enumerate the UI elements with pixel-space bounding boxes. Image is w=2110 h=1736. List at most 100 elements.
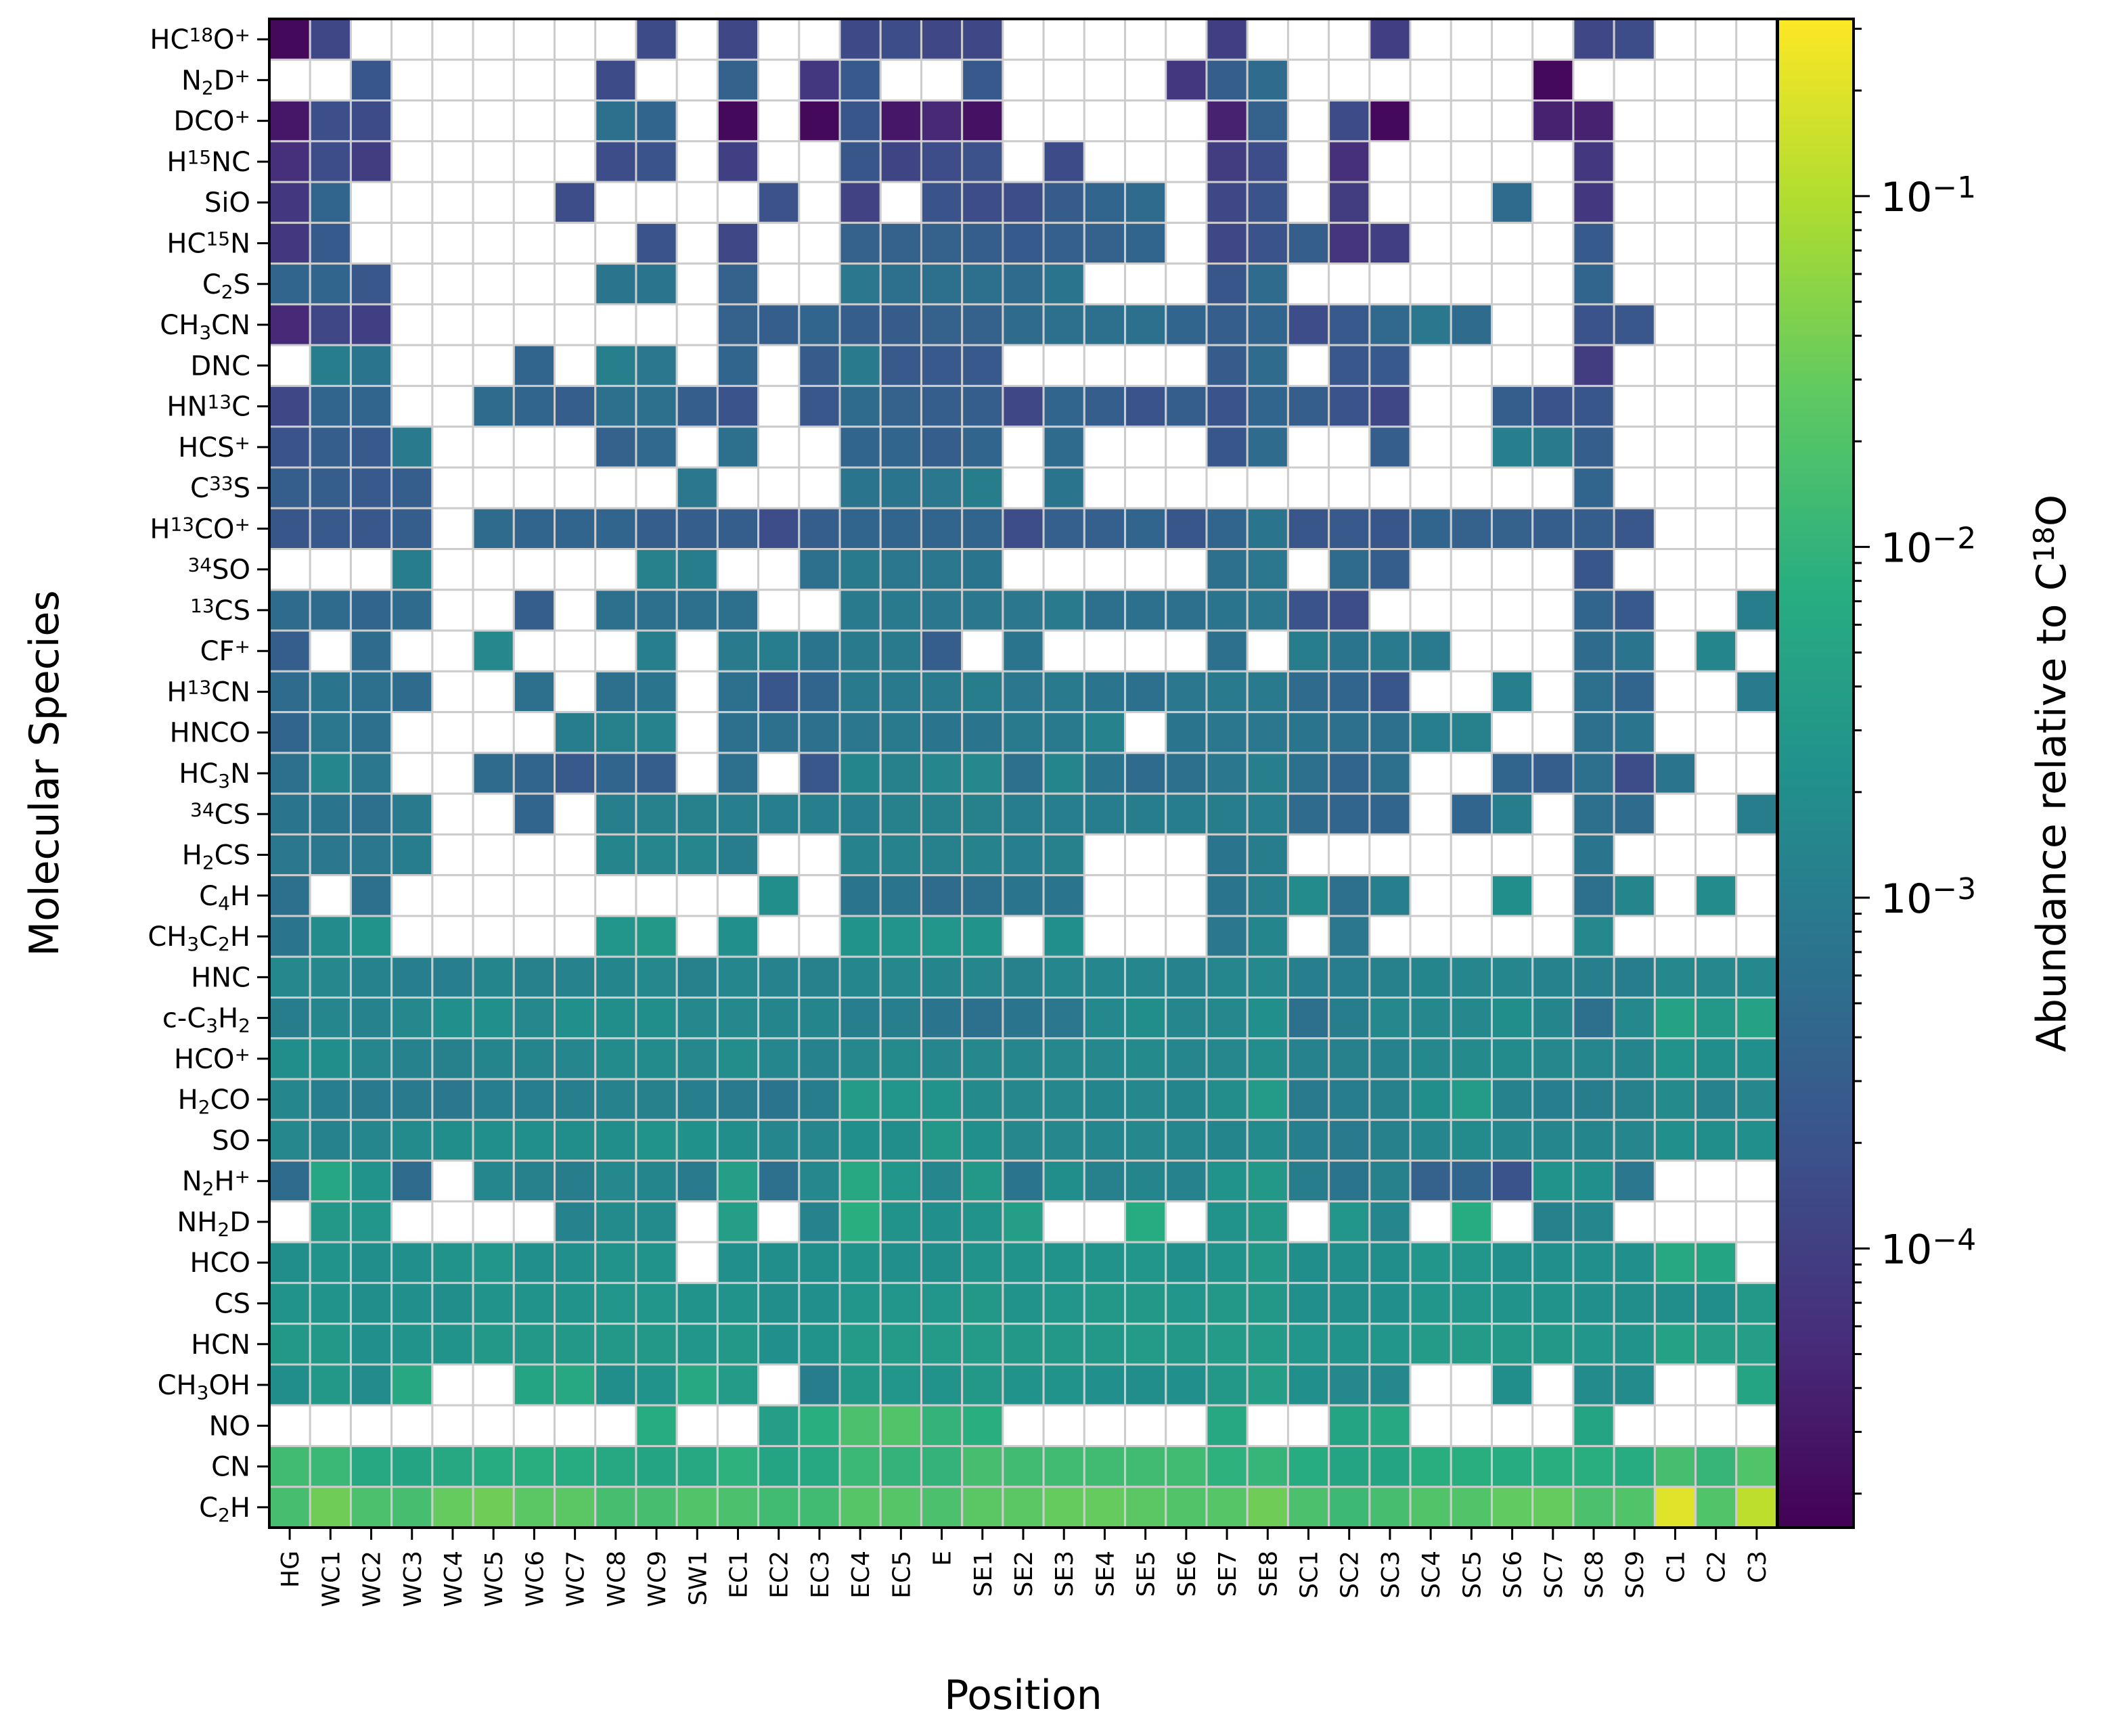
heatmap-cell <box>838 1444 882 1488</box>
heatmap-cell <box>757 384 801 428</box>
heatmap-cell <box>1735 1281 1778 1325</box>
heatmap-cell <box>1450 1281 1493 1325</box>
heatmap-cell <box>268 1160 311 1203</box>
heatmap-cell <box>594 833 637 877</box>
heatmap-cell <box>1450 833 1493 877</box>
heatmap-cell <box>1735 915 1778 958</box>
heatmap-cell <box>594 955 637 999</box>
heatmap-cell <box>390 1241 434 1284</box>
heatmap-cell <box>920 670 964 714</box>
heatmap-cell <box>594 384 637 428</box>
heatmap-cell <box>472 955 515 999</box>
heatmap-cell <box>798 181 841 224</box>
heatmap-cell <box>838 792 882 836</box>
heatmap-cell <box>1368 1241 1412 1284</box>
heatmap-cell <box>1653 303 1697 346</box>
heatmap-cell <box>554 589 597 632</box>
heatmap-cell <box>1653 996 1697 1040</box>
heatmap-cell <box>1735 1037 1778 1080</box>
heatmap-cell <box>757 1160 801 1203</box>
heatmap-cell <box>635 996 678 1040</box>
heatmap-cell <box>512 1200 556 1243</box>
heatmap-cell <box>431 1281 474 1325</box>
heatmap-cell <box>1042 221 1085 265</box>
heatmap-cell <box>1286 1160 1330 1203</box>
heatmap-cell <box>554 303 597 346</box>
heatmap-cell <box>349 18 393 61</box>
heatmap-cell <box>554 833 597 877</box>
heatmap-cell <box>1368 1363 1412 1407</box>
heatmap-cell <box>961 384 1004 428</box>
heatmap-cell <box>1409 955 1452 999</box>
heatmap-cell <box>1205 384 1249 428</box>
heatmap-cell <box>1165 1160 1208 1203</box>
heatmap-cell <box>1735 1118 1778 1162</box>
heatmap-cell <box>1450 955 1493 999</box>
heatmap-cell <box>1531 1078 1575 1121</box>
heatmap-cell <box>594 1241 637 1284</box>
heatmap-cell <box>512 426 556 469</box>
heatmap-cell <box>716 915 760 958</box>
heatmap-cell <box>390 792 434 836</box>
heatmap-cell <box>1368 344 1412 387</box>
y-tick-label: H2CO <box>178 1084 250 1118</box>
heatmap-cell <box>1490 1160 1534 1203</box>
heatmap-cell <box>961 1323 1004 1366</box>
heatmap-cell <box>798 1037 841 1080</box>
heatmap-cell <box>1246 1486 1289 1529</box>
heatmap-cell <box>838 915 882 958</box>
heatmap-cell <box>268 915 311 958</box>
heatmap-cell <box>1409 1118 1452 1162</box>
x-tick-label: SC9 <box>1621 1551 1649 1599</box>
heatmap-cell <box>431 1486 474 1529</box>
x-tick-label: SE5 <box>1133 1551 1161 1597</box>
heatmap-cell <box>1613 426 1656 469</box>
heatmap-cell <box>1002 426 1045 469</box>
heatmap-cell <box>1368 670 1412 714</box>
heatmap-cell <box>1124 629 1167 672</box>
heatmap-cell <box>1490 1404 1534 1447</box>
heatmap-cell <box>716 18 760 61</box>
heatmap-cell <box>757 1281 801 1325</box>
heatmap-cell <box>1368 915 1412 958</box>
heatmap-cell <box>1368 507 1412 551</box>
y-tick-label: HC15N <box>166 227 250 259</box>
heatmap-cell <box>1165 221 1208 265</box>
heatmap-cell <box>268 58 311 102</box>
heatmap-cell <box>798 99 841 143</box>
heatmap-cell <box>1165 1078 1208 1121</box>
heatmap-cell <box>268 99 311 143</box>
y-tick-label: H13CO+ <box>150 513 250 545</box>
heatmap-cell <box>1735 792 1778 836</box>
heatmap-cell <box>1409 915 1452 958</box>
heatmap-cell <box>879 344 922 387</box>
heatmap-cell <box>1368 466 1412 509</box>
heatmap-cell <box>920 752 964 795</box>
heatmap-cell <box>431 1444 474 1488</box>
heatmap-cell <box>472 140 515 183</box>
heatmap-cell <box>1205 221 1249 265</box>
heatmap-cell <box>1205 670 1249 714</box>
heatmap-cell <box>1653 1281 1697 1325</box>
heatmap-cell <box>1531 792 1575 836</box>
heatmap-cell <box>1286 1118 1330 1162</box>
heatmap-cell <box>1490 629 1534 672</box>
heatmap-cell <box>716 589 760 632</box>
heatmap-cell <box>1490 58 1534 102</box>
x-tick-label: SW1 <box>684 1551 712 1605</box>
heatmap-cell <box>798 752 841 795</box>
heatmap-cell <box>1368 955 1412 999</box>
heatmap-cell <box>1368 1404 1412 1447</box>
heatmap-cell <box>838 1037 882 1080</box>
heatmap-cell <box>1246 384 1289 428</box>
heatmap-cell <box>1735 303 1778 346</box>
heatmap-cell <box>1653 1118 1697 1162</box>
heatmap-cell <box>1409 426 1452 469</box>
heatmap-cell <box>1409 589 1452 632</box>
heatmap-cell <box>512 1404 556 1447</box>
heatmap-cell <box>961 181 1004 224</box>
y-tick-label: N2H+ <box>182 1166 250 1200</box>
heatmap-cell <box>309 221 352 265</box>
heatmap-cell <box>1124 1363 1167 1407</box>
heatmap-cell <box>431 752 474 795</box>
